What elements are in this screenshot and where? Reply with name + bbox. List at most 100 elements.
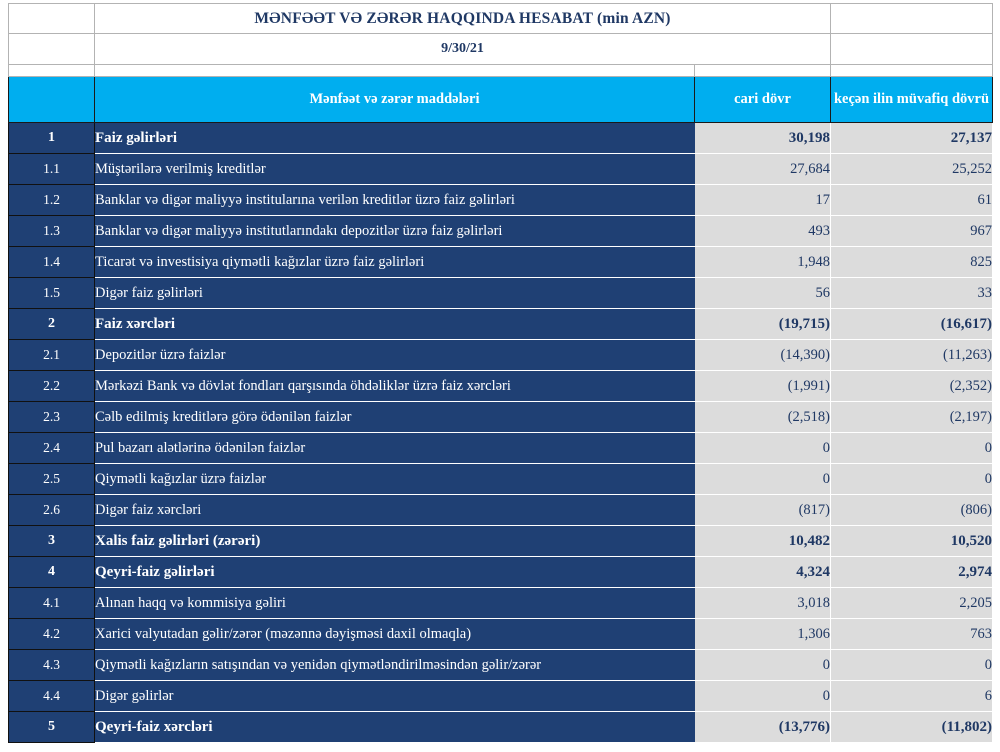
row-previous-period-value: (2,352) bbox=[830, 370, 994, 402]
row-previous-period-value: 33 bbox=[830, 277, 994, 309]
column-header-row: Mənfəət və zərər maddələri cari dövr keç… bbox=[8, 76, 994, 123]
row-current-period-value: 3,018 bbox=[693, 587, 832, 619]
row-number-cell: 2.4 bbox=[8, 432, 95, 464]
table-row[interactable]: 2.5 Qiymətli kağızlar üzrə faizlər 0 0 bbox=[8, 463, 994, 495]
row-previous-period-value: 6 bbox=[830, 680, 994, 712]
row-current-period-value: (2,518) bbox=[693, 401, 832, 433]
row-previous-period-value: 0 bbox=[830, 649, 994, 681]
spacer-cell-num bbox=[8, 64, 95, 77]
row-previous-period-value: (806) bbox=[830, 494, 994, 526]
row-label-cell: Depozitlər üzrə faizlər bbox=[94, 339, 695, 371]
row-previous-period-value: (2,197) bbox=[830, 401, 994, 433]
table-row[interactable]: 2 Faiz xərcləri (19,715) (16,617) bbox=[8, 308, 994, 340]
row-label-cell: Qeyri-faiz gəlirləri bbox=[94, 556, 695, 588]
row-previous-period-value: 10,520 bbox=[830, 525, 994, 557]
column-header-label: Mənfəət və zərər maddələri bbox=[94, 76, 695, 123]
table-row[interactable]: 5 Qeyri-faiz xərcləri (13,776) (11,802) bbox=[8, 711, 994, 743]
date-row: 9/30/21 bbox=[8, 33, 994, 65]
row-label-cell: Xalis faiz gəlirləri (zərəri) bbox=[94, 525, 695, 557]
row-label-cell: Banklar və digər maliyyə institularına v… bbox=[94, 184, 695, 216]
table-row[interactable]: 4 Qeyri-faiz gəlirləri 4,324 2,974 bbox=[8, 556, 994, 588]
row-previous-period-value: 825 bbox=[830, 246, 994, 278]
row-number-cell: 4.1 bbox=[8, 587, 95, 619]
spacer-cell-label bbox=[94, 64, 695, 77]
table-row[interactable]: 2.6 Digər faiz xərcləri (817) (806) bbox=[8, 494, 994, 526]
row-current-period-value: (817) bbox=[693, 494, 832, 526]
row-label-cell: Banklar və digər maliyyə institutlarında… bbox=[94, 215, 695, 247]
table-row[interactable]: 4.1 Alınan haqq və kommisiya gəliri 3,018 2… bbox=[8, 587, 994, 619]
row-current-period-value: 30,198 bbox=[693, 122, 832, 154]
table-row[interactable]: 2.1 Depozitlər üzrə faizlər (14,390) (11,26… bbox=[8, 339, 994, 371]
row-label-cell: Mərkəzi Bank və dövlət fondları qarşısın… bbox=[94, 370, 695, 402]
table-row[interactable]: 1.3 Banklar və digər maliyyə institutları… bbox=[8, 215, 994, 247]
row-label-cell: Cəlb edilmiş kreditlərə görə ödənilən fa… bbox=[94, 401, 695, 433]
table-row[interactable]: 1.5 Digər faiz gəlirləri 56 33 bbox=[8, 277, 994, 309]
table-row[interactable]: 1 Faiz gəlirləri 30,198 27,137 bbox=[8, 122, 994, 154]
table-row[interactable]: 1.1 Müştərilərə verilmiş kreditlər 27,684 2… bbox=[8, 153, 994, 185]
row-current-period-value: (19,715) bbox=[693, 308, 832, 340]
row-number-cell: 1.4 bbox=[8, 246, 95, 278]
column-header-number bbox=[8, 76, 95, 123]
row-previous-period-value: 61 bbox=[830, 184, 994, 216]
row-number-cell: 1.3 bbox=[8, 215, 95, 247]
row-label-cell: Qiymətli kağızlar üzrə faizlər bbox=[94, 463, 695, 495]
row-number-cell: 5 bbox=[8, 711, 95, 743]
table-row[interactable]: 2.4 Pul bazarı alətlərinə ödənilən faizlə… bbox=[8, 432, 994, 464]
row-label-cell: Pul bazarı alətlərinə ödənilən faizlər bbox=[94, 432, 695, 464]
row-current-period-value: (1,991) bbox=[693, 370, 832, 402]
row-number-cell: 1 bbox=[8, 122, 95, 154]
table-row[interactable]: 4.4 Digər gəlirlər 0 6 bbox=[8, 680, 994, 712]
row-number-cell: 2.2 bbox=[8, 370, 95, 402]
row-current-period-value: 493 bbox=[693, 215, 832, 247]
row-label-cell: Qeyri-faiz xərcləri bbox=[94, 711, 695, 743]
table-row[interactable]: 1.2 Banklar və digər maliyyə instituların… bbox=[8, 184, 994, 216]
row-number-cell: 2.3 bbox=[8, 401, 95, 433]
table-row[interactable]: 3 Xalis faiz gəlirləri (zərəri) 10,482 10,5… bbox=[8, 525, 994, 557]
row-previous-period-value: 0 bbox=[830, 463, 994, 495]
row-previous-period-value: (11,802) bbox=[830, 711, 994, 743]
table-row[interactable]: 2.2 Mərkəzi Bank və dövlət fondları qarşı… bbox=[8, 370, 994, 402]
table-row[interactable]: 2.3 Cəlb edilmiş kreditlərə görə ödənilən… bbox=[8, 401, 994, 433]
row-current-period-value: 0 bbox=[693, 463, 832, 495]
date-right-blank-cell bbox=[830, 33, 994, 65]
table-row[interactable]: 1.4 Ticarət və investisiya qiymətli kağız… bbox=[8, 246, 994, 278]
row-previous-period-value: (11,263) bbox=[830, 339, 994, 371]
row-number-cell: 4.3 bbox=[8, 649, 95, 681]
row-number-cell: 1.2 bbox=[8, 184, 95, 216]
row-label-cell: Alınan haqq və kommisiya gəliri bbox=[94, 587, 695, 619]
row-number-cell: 3 bbox=[8, 525, 95, 557]
row-current-period-value: (13,776) bbox=[693, 711, 832, 743]
spacer-cell-current bbox=[693, 64, 832, 77]
date-left-blank-cell bbox=[8, 33, 95, 65]
row-number-cell: 2.1 bbox=[8, 339, 95, 371]
row-current-period-value: 17 bbox=[693, 184, 832, 216]
table-row[interactable]: 4.2 Xarici valyutadan gəlir/zərər (məzənn… bbox=[8, 618, 994, 650]
spacer-cell-previous bbox=[830, 64, 994, 77]
row-label-cell: Digər faiz xərcləri bbox=[94, 494, 695, 526]
spacer-row bbox=[8, 64, 994, 77]
report-date: 9/30/21 bbox=[93, 33, 832, 65]
row-previous-period-value: 2,205 bbox=[830, 587, 994, 619]
row-label-cell: Faiz xərcləri bbox=[94, 308, 695, 340]
row-label-cell: Digər faiz gəlirləri bbox=[94, 277, 695, 309]
row-previous-period-value: 25,252 bbox=[830, 153, 994, 185]
row-current-period-value: 1,948 bbox=[693, 246, 832, 278]
row-current-period-value: 0 bbox=[693, 680, 832, 712]
row-current-period-value: 0 bbox=[693, 432, 832, 464]
row-number-cell: 2.6 bbox=[8, 494, 95, 526]
table-body: MƏNFƏƏT VƏ ZƏRƏR HAQQINDA HESABAT (min A… bbox=[8, 3, 994, 743]
row-previous-period-value: 27,137 bbox=[830, 122, 994, 154]
row-number-cell: 4.2 bbox=[8, 618, 95, 650]
row-number-cell: 1.1 bbox=[8, 153, 95, 185]
row-number-cell: 1.5 bbox=[8, 277, 95, 309]
row-previous-period-value: 763 bbox=[830, 618, 994, 650]
row-current-period-value: 27,684 bbox=[693, 153, 832, 185]
column-header-previous-period: keçən ilin müvafiq dövrü bbox=[830, 76, 994, 123]
row-label-cell: Qiymətli kağızların satışından və yenidə… bbox=[94, 649, 695, 681]
row-current-period-value: 0 bbox=[693, 649, 832, 681]
row-label-cell: Müştərilərə verilmiş kreditlər bbox=[94, 153, 695, 185]
table-row[interactable]: 4.3 Qiymətli kağızların satışından və yen… bbox=[8, 649, 994, 681]
row-previous-period-value: 967 bbox=[830, 215, 994, 247]
title-row: MƏNFƏƏT VƏ ZƏRƏR HAQQINDA HESABAT (min A… bbox=[8, 3, 994, 34]
row-number-cell: 4 bbox=[8, 556, 95, 588]
